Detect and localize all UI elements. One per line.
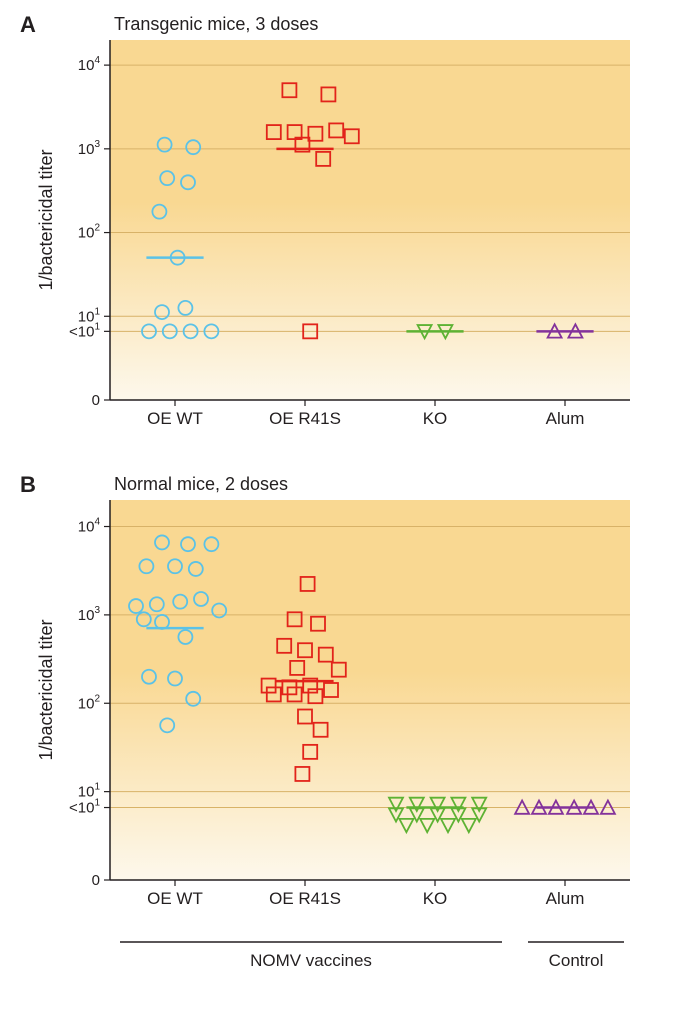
- plot-background: [110, 40, 630, 400]
- x-tick-label: KO: [423, 409, 448, 428]
- x-tick-label: OE R41S: [269, 889, 341, 908]
- plot-background: [110, 500, 630, 880]
- y-tick-label: 104: [78, 517, 101, 536]
- y-tick-label: 103: [78, 139, 101, 158]
- y-tick-label: 0: [92, 392, 100, 409]
- x-tick-label: KO: [423, 889, 448, 908]
- panel-label: B: [20, 472, 36, 497]
- x-tick-label: OE R41S: [269, 409, 341, 428]
- group-label: Control: [549, 951, 604, 970]
- x-tick-label: Alum: [546, 409, 585, 428]
- x-tick-label: Alum: [546, 889, 585, 908]
- y-tick-label: 102: [78, 223, 101, 242]
- figure-svg: 0<1011011021031041/bactericidal titerOE …: [0, 0, 680, 1024]
- panel-A: 0<1011011021031041/bactericidal titerOE …: [20, 12, 630, 428]
- group-label: NOMV vaccines: [250, 951, 372, 970]
- y-axis-label: 1/bactericidal titer: [36, 149, 56, 290]
- y-axis-label: 1/bactericidal titer: [36, 619, 56, 760]
- y-tick-label: 0: [92, 872, 100, 889]
- panel-title: Transgenic mice, 3 doses: [114, 14, 318, 34]
- y-tick-label: 103: [78, 605, 101, 624]
- panel-B: 0<1011011021031041/bactericidal titerOE …: [20, 472, 630, 908]
- x-tick-label: OE WT: [147, 889, 203, 908]
- panel-label: A: [20, 12, 36, 37]
- y-tick-label: 102: [78, 693, 101, 712]
- panel-title: Normal mice, 2 doses: [114, 474, 288, 494]
- y-tick-label: 104: [78, 55, 101, 74]
- x-tick-label: OE WT: [147, 409, 203, 428]
